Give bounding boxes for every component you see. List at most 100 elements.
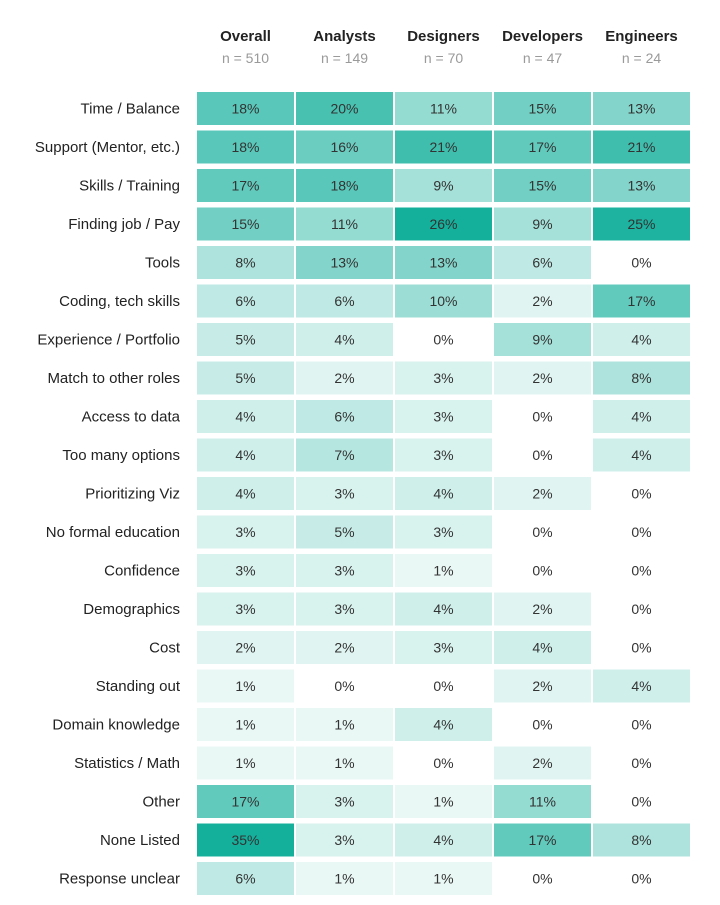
cell-value-label: 0%: [532, 717, 552, 733]
cell-value-label: 17%: [231, 794, 259, 810]
heatmap-cell: [197, 862, 294, 895]
cell-value-label: 2%: [532, 755, 552, 771]
heatmap-cell: [296, 92, 393, 125]
cell-value-label: 3%: [334, 794, 354, 810]
heatmap-cell: [296, 169, 393, 202]
heatmap-cell: [593, 169, 690, 202]
heatmap-cell: [593, 207, 690, 241]
cell-value-label: 3%: [235, 601, 255, 617]
cell-value-label: 21%: [627, 139, 655, 155]
cell-value-label: 8%: [235, 255, 255, 271]
heatmap-cell: [296, 246, 393, 279]
heatmap-cell: [593, 592, 690, 626]
row-label: Cost: [149, 640, 181, 657]
row-label: Access to data: [82, 409, 181, 426]
cell-value-label: 0%: [334, 678, 354, 694]
heatmap-cell: [296, 746, 393, 780]
cell-value-label: 1%: [334, 755, 354, 771]
heatmap-cell: [197, 669, 294, 703]
heatmap-cell: [593, 515, 690, 549]
heatmap-cell: [296, 515, 393, 549]
row-label: Time / Balance: [81, 101, 181, 118]
cell-value-label: 0%: [631, 794, 651, 810]
cell-value-label: 2%: [532, 370, 552, 386]
heatmap-cell: [593, 631, 690, 664]
heatmap-cell: [494, 400, 591, 433]
column-header-overall: Overall: [220, 28, 271, 45]
cell-value-label: 8%: [631, 832, 651, 848]
heatmap-cell: [494, 92, 591, 125]
heatmap-cell: [494, 284, 591, 318]
cell-value-label: 9%: [433, 178, 453, 194]
cell-value-label: 0%: [631, 871, 651, 887]
heatmap-cell: [494, 130, 591, 164]
heatmap-cell: [395, 669, 492, 703]
heatmap-cell: [395, 323, 492, 356]
heatmap-cell: [593, 477, 690, 510]
cell-value-label: 3%: [433, 524, 453, 540]
cell-value-label: 2%: [532, 678, 552, 694]
cell-value-label: 3%: [433, 447, 453, 463]
heatmap-cell: [395, 862, 492, 895]
heatmap-cell: [197, 361, 294, 395]
cell-value-label: 18%: [330, 178, 358, 194]
heatmap-cell: [197, 130, 294, 164]
cell-value-label: 0%: [631, 524, 651, 540]
column-sample-size-designers: n = 70: [424, 50, 464, 66]
cell-value-label: 5%: [334, 524, 354, 540]
cell-value-label: 3%: [334, 486, 354, 502]
heatmap-cell: [494, 669, 591, 703]
row-label: Standing out: [96, 678, 181, 695]
heatmap-cell: [593, 746, 690, 780]
heatmap-cell: [494, 823, 591, 857]
heatmap-cell: [296, 785, 393, 818]
cell-value-label: 4%: [433, 717, 453, 733]
cell-value-label: 4%: [235, 409, 255, 425]
cell-value-label: 1%: [235, 717, 255, 733]
heatmap-cell: [296, 554, 393, 587]
heatmap-cell: [197, 400, 294, 433]
cell-value-label: 4%: [235, 486, 255, 502]
cell-value-label: 0%: [433, 332, 453, 348]
heatmap-cell: [197, 592, 294, 626]
cell-value-label: 35%: [231, 832, 259, 848]
row-label: No formal education: [46, 524, 180, 541]
cell-value-label: 17%: [528, 832, 556, 848]
heatmap-cell: [593, 323, 690, 356]
heatmap-cell: [494, 746, 591, 780]
heatmap-cell: [395, 592, 492, 626]
cell-value-label: 4%: [433, 486, 453, 502]
heatmap-cell: [593, 785, 690, 818]
cell-value-label: 17%: [231, 178, 259, 194]
row-label: Match to other roles: [47, 370, 180, 387]
row-label: Prioritizing Viz: [85, 486, 180, 503]
cell-value-label: 15%: [231, 216, 259, 232]
heatmap-cell: [593, 438, 690, 472]
heatmap-cell: [395, 169, 492, 202]
heatmap-cell: [395, 284, 492, 318]
cell-value-label: 18%: [231, 139, 259, 155]
cell-value-label: 9%: [532, 332, 552, 348]
heatmap-cell: [197, 477, 294, 510]
heatmap-cell: [296, 862, 393, 895]
heatmap-cell: [395, 515, 492, 549]
heatmap-cell: [197, 823, 294, 857]
heatmap-cell: [197, 284, 294, 318]
heatmap-cell: [395, 438, 492, 472]
heatmap-cell: [494, 515, 591, 549]
row-label: Experience / Portfolio: [37, 332, 180, 349]
heatmap-cell: [197, 207, 294, 241]
heatmap-cell: [296, 284, 393, 318]
cell-value-label: 1%: [235, 755, 255, 771]
heatmap-cell: [494, 477, 591, 510]
heatmap-cell: [197, 92, 294, 125]
column-header-analysts: Analysts: [313, 28, 376, 45]
cell-value-label: 13%: [429, 255, 457, 271]
heatmap-cell: [296, 323, 393, 356]
heatmap-cell: [197, 631, 294, 664]
heatmap-cell: [395, 130, 492, 164]
cell-value-label: 4%: [433, 832, 453, 848]
cell-value-label: 11%: [331, 216, 358, 232]
cell-value-label: 3%: [433, 370, 453, 386]
